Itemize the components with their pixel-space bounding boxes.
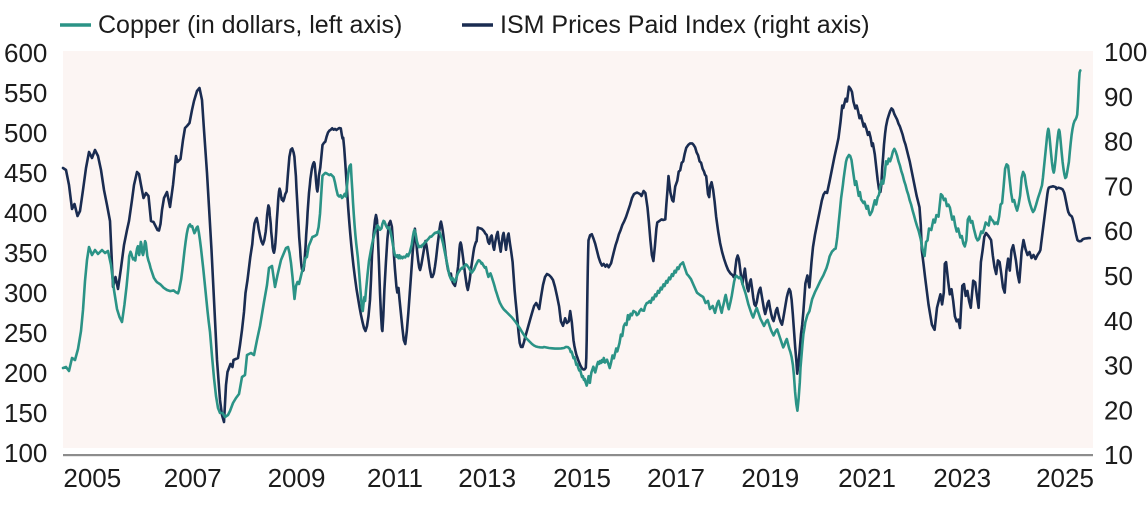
svg-text:2023: 2023: [933, 463, 991, 493]
svg-text:2017: 2017: [647, 463, 705, 493]
svg-text:500: 500: [4, 118, 47, 148]
svg-text:450: 450: [4, 158, 47, 188]
svg-text:250: 250: [4, 318, 47, 348]
svg-text:2013: 2013: [458, 463, 516, 493]
svg-text:70: 70: [1104, 171, 1133, 201]
svg-text:2005: 2005: [63, 463, 121, 493]
svg-text:150: 150: [4, 398, 47, 428]
svg-text:90: 90: [1104, 82, 1133, 112]
svg-text:100: 100: [1104, 37, 1147, 67]
svg-text:20: 20: [1104, 395, 1133, 425]
svg-text:40: 40: [1104, 306, 1133, 336]
svg-text:600: 600: [4, 38, 47, 68]
svg-text:10: 10: [1104, 440, 1133, 470]
svg-text:30: 30: [1104, 351, 1133, 381]
svg-text:ISM Prices Paid Index (right a: ISM Prices Paid Index (right axis): [500, 11, 870, 39]
svg-text:300: 300: [4, 278, 47, 308]
svg-text:2007: 2007: [164, 463, 222, 493]
svg-text:2021: 2021: [838, 463, 896, 493]
svg-text:2025: 2025: [1036, 463, 1094, 493]
svg-text:2011: 2011: [367, 463, 423, 493]
svg-text:400: 400: [4, 198, 47, 228]
svg-text:2019: 2019: [741, 463, 799, 493]
svg-text:550: 550: [4, 78, 47, 108]
svg-text:100: 100: [4, 438, 47, 468]
svg-text:60: 60: [1104, 216, 1133, 246]
svg-text:Copper (in dollars, left axis): Copper (in dollars, left axis): [98, 11, 402, 39]
svg-text:200: 200: [4, 358, 47, 388]
svg-text:2009: 2009: [268, 463, 326, 493]
svg-text:80: 80: [1104, 127, 1133, 157]
svg-text:350: 350: [4, 238, 47, 268]
svg-text:2015: 2015: [553, 463, 611, 493]
svg-text:50: 50: [1104, 261, 1133, 291]
